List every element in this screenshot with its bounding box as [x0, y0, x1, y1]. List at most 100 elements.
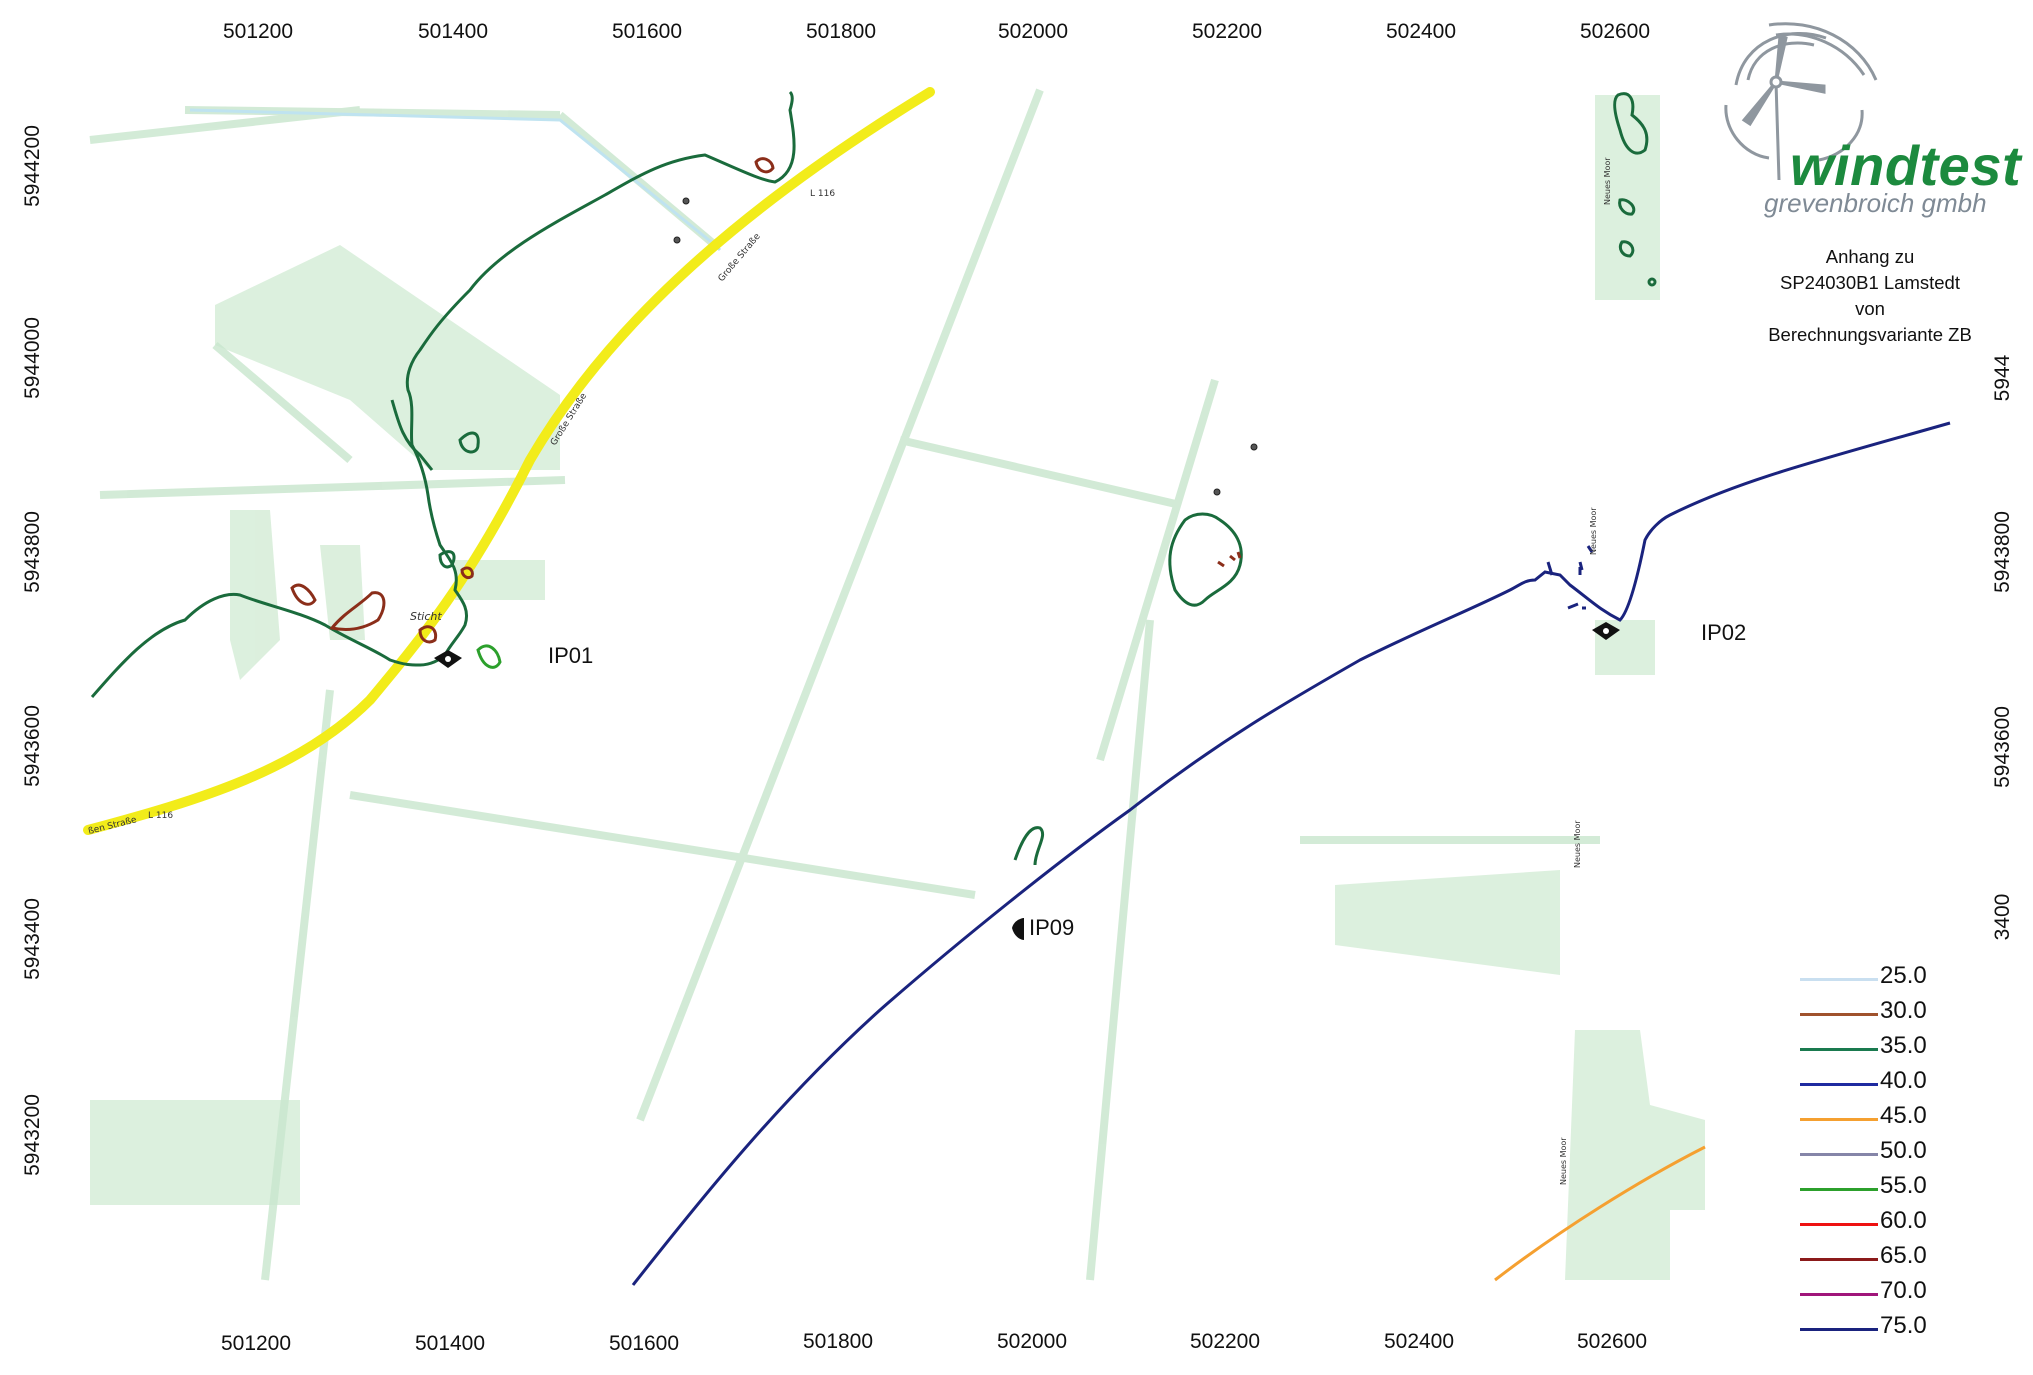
legend-swatch — [1800, 1083, 1878, 1086]
moor-label: Neues Moor — [1603, 157, 1612, 205]
legend-swatch — [1800, 1153, 1878, 1156]
contour-65-pocket — [290, 583, 317, 606]
legend-label: 25.0 — [1880, 962, 1927, 989]
annex-line: SP24030B1 Lamstedt — [1780, 272, 1960, 293]
legend-label: 55.0 — [1880, 1172, 1927, 1199]
legend-swatch — [1800, 978, 1878, 981]
path-line — [1086, 619, 1154, 1281]
annex-line: Berechnungsvariante ZB — [1768, 324, 1972, 345]
turbine-dot — [1250, 443, 1258, 451]
ip-marker-hub — [1603, 628, 1609, 634]
ip-marker-hub — [445, 656, 451, 662]
right-tick: 5944 — [1991, 354, 2014, 402]
right-tick: 3400 — [1991, 893, 2014, 941]
moor-label: Neues Moor — [1559, 1137, 1568, 1185]
field-area — [1565, 1030, 1705, 1280]
ip-marker-right — [448, 650, 462, 668]
legend-swatch — [1800, 1188, 1878, 1191]
moor-label: Neues Moor — [1573, 820, 1582, 868]
path-line — [899, 436, 1181, 509]
top-tick: 501200 — [222, 20, 294, 43]
legend-item: 60.0 — [1800, 1207, 2000, 1242]
contour-35-top-right — [1613, 92, 1657, 287]
left-tick: 5943800 — [21, 511, 44, 593]
contour-65-pocket — [329, 591, 386, 632]
wind-turbine-logo-icon — [1724, 22, 1878, 181]
legend-swatch — [1800, 1258, 1878, 1261]
windtest-logo — [1714, 20, 2024, 240]
legend-label: 35.0 — [1880, 1032, 1927, 1059]
legend-item: 45.0 — [1800, 1102, 2000, 1137]
legend-label: 65.0 — [1880, 1242, 1927, 1269]
turbine-dot — [673, 236, 681, 244]
logo-subtitle: grevenbroich gmbh — [1764, 188, 1987, 218]
contour-45 — [1494, 1145, 1706, 1282]
top-tick: 502400 — [1385, 20, 1457, 43]
annex-line: Anhang zu — [1825, 246, 1915, 267]
bottom-tick: 502600 — [1576, 1330, 1648, 1353]
contour-35-pocket — [1613, 92, 1649, 155]
contour-40-tick — [1578, 561, 1584, 571]
contour-40-tick — [1546, 561, 1554, 576]
ip-marker-left — [434, 650, 448, 668]
left-tick: 5944200 — [21, 125, 44, 207]
legend-label: 45.0 — [1880, 1102, 1927, 1129]
road-number-label: L 116 — [810, 189, 835, 199]
contour-65-pocket — [460, 566, 474, 580]
path-line — [261, 689, 334, 1281]
contour-35-middle — [1168, 512, 1243, 607]
top-tick: 501400 — [417, 20, 489, 43]
top-tick: 502200 — [1191, 20, 1263, 43]
left-tick: 5944000 — [21, 317, 44, 399]
faint-paths — [89, 88, 1600, 1281]
turbine-markers — [673, 197, 1258, 496]
legend-swatch — [1800, 1013, 1878, 1016]
legend-item: 25.0 — [1800, 962, 2000, 997]
legend-item: 30.0 — [1800, 997, 2000, 1032]
field-area — [1595, 95, 1660, 300]
legend-item: 40.0 — [1800, 1067, 2000, 1102]
left-tick: 5943400 — [21, 898, 44, 980]
legend-item: 50.0 — [1800, 1137, 2000, 1172]
field-areas — [90, 95, 1705, 1280]
legend-swatch — [1800, 1048, 1878, 1051]
immission-point-markers — [434, 622, 1620, 940]
ip-marker-half — [1012, 918, 1024, 940]
contour-65-pocket — [418, 625, 438, 644]
annex-block: Anhang zu SP24030B1 Lamstedt von Berechn… — [1735, 244, 2005, 348]
contour-40 — [631, 421, 1951, 1286]
turbine-dot — [1213, 488, 1221, 496]
legend-swatch — [1800, 1328, 1878, 1331]
path-line — [636, 88, 1044, 1122]
annex-line: von — [1855, 298, 1885, 319]
top-tick: 501800 — [805, 20, 877, 43]
ip02-label: IP02 — [1701, 620, 1747, 645]
legend-swatch — [1800, 1293, 1878, 1296]
path-line — [1096, 378, 1219, 762]
field-area — [320, 545, 365, 640]
contour-35-pocket — [458, 431, 480, 454]
top-tick: 502600 — [1579, 20, 1651, 43]
right-tick: 5943600 — [1991, 706, 2014, 788]
legend-label: 30.0 — [1880, 997, 1927, 1024]
road-number-label: L 116 — [148, 811, 173, 821]
bottom-tick: 502000 — [996, 1330, 1068, 1353]
legend-swatch — [1800, 1118, 1878, 1121]
right-tick: 5943800 — [1991, 511, 2014, 593]
legend-item: 65.0 — [1800, 1242, 2000, 1277]
legend: 25.0 30.0 35.0 40.0 45.0 50.0 55.0 60.0 65.0 70.0… — [1800, 962, 2000, 1347]
ip-marker-right — [1606, 622, 1620, 640]
path-line — [212, 341, 353, 464]
ip01-marker — [434, 650, 462, 668]
legend-label: 50.0 — [1880, 1137, 1927, 1164]
contour-65-group — [290, 157, 775, 644]
road-l116 — [83, 87, 935, 835]
contour-35-left — [90, 90, 796, 698]
contour-35-ip09 — [1013, 826, 1045, 866]
contour-35-pocket — [390, 399, 434, 471]
contour-40-tick — [1567, 602, 1579, 610]
legend-item: 70.0 — [1800, 1277, 2000, 1312]
contour-65-dot — [1236, 551, 1242, 559]
left-tick: 5943600 — [21, 705, 44, 787]
